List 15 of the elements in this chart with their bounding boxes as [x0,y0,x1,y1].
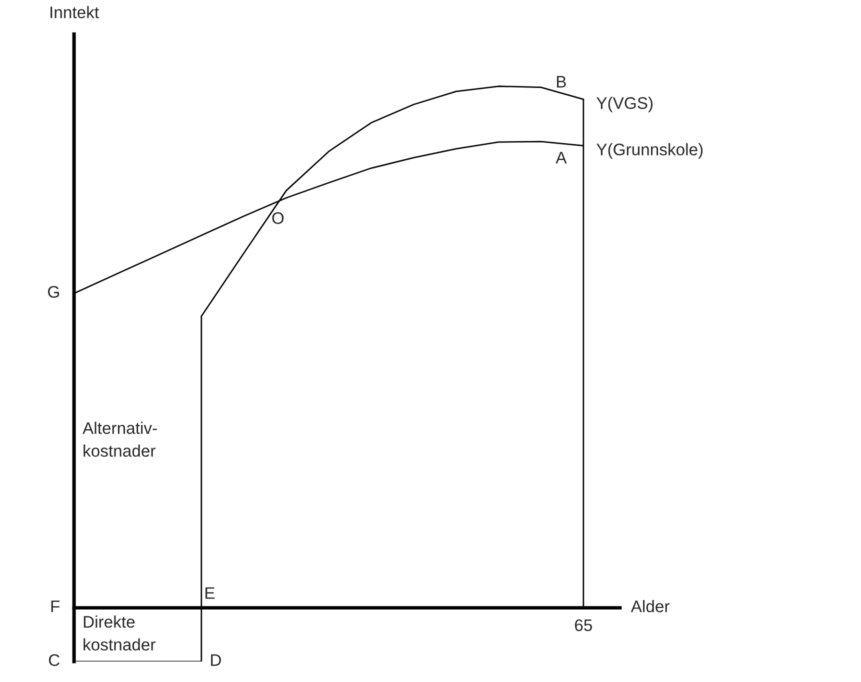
annotation: B [557,76,566,88]
text: G [48,286,59,298]
annotation: A [556,152,567,164]
annotation: Direkte kostnader [84,616,156,651]
annotation: O [272,212,284,224]
annotation: E [206,587,215,599]
annotation: 65 [574,619,592,632]
series-label: Y(VGS) [596,96,653,112]
annotation: Alternativ- kostnader [82,422,157,457]
x-axis-title: Alder [630,600,670,612]
annotation: D [211,654,221,666]
y-axis-title: Inntekt [50,6,99,18]
text: F [51,600,60,612]
series-label: Y(Grunnskole) [596,143,703,159]
text: C [48,654,60,666]
